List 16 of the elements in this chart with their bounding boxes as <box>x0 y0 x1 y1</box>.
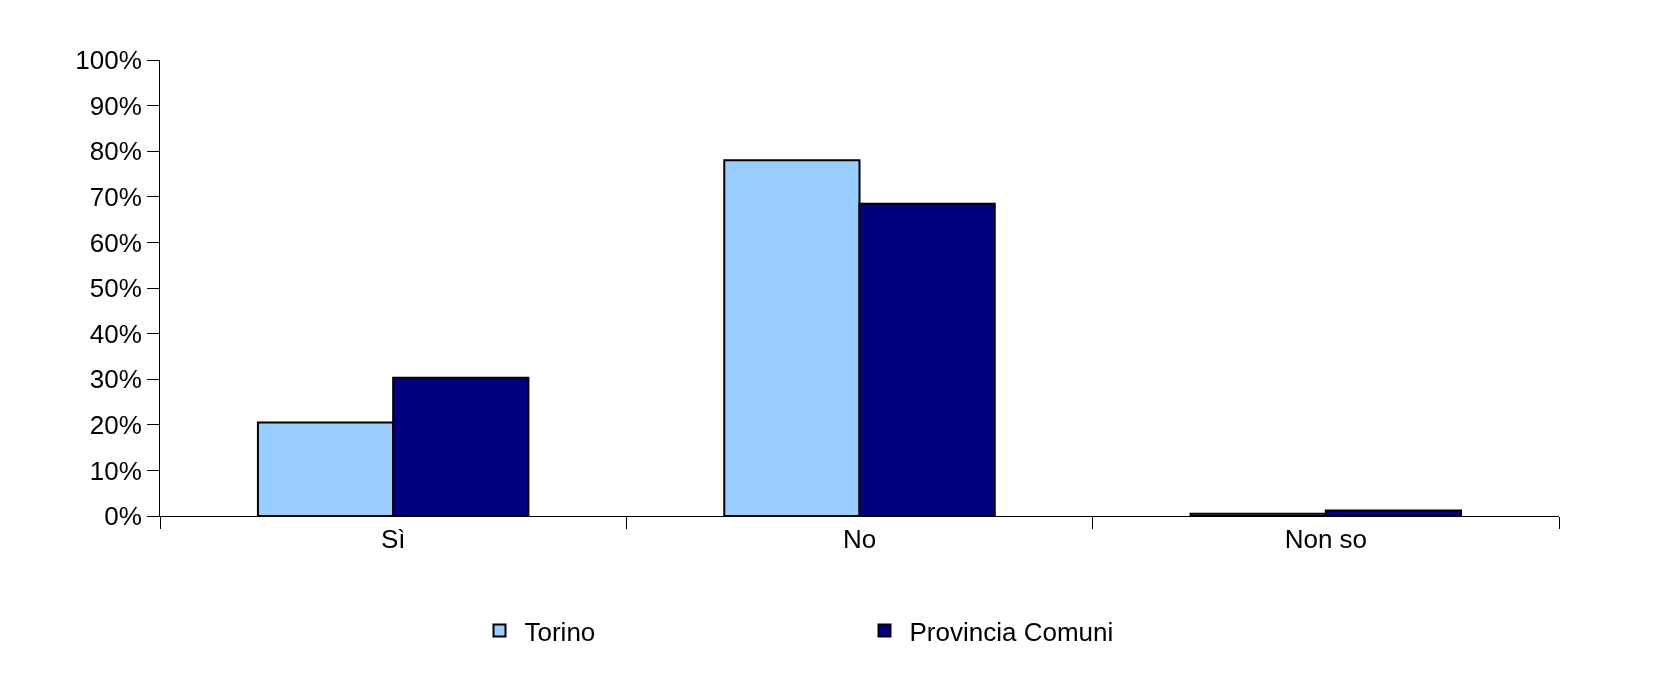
x-tick-label: No <box>842 524 877 555</box>
legend-label: Torino <box>524 616 596 647</box>
y-tick-label: 80% <box>89 136 142 167</box>
y-tick-label: 10% <box>89 455 142 486</box>
y-tick-label: 90% <box>89 90 142 121</box>
y-tick-label: 20% <box>89 409 142 440</box>
y-tick-label: 50% <box>89 273 142 304</box>
y-tick-label: 100% <box>75 45 142 76</box>
x-tick-label: Sì <box>380 524 406 555</box>
y-tick-label: 40% <box>89 318 142 349</box>
y-tick-label: 30% <box>89 364 142 395</box>
y-tick-label: 60% <box>89 227 142 258</box>
y-tick-label: 70% <box>89 181 142 212</box>
x-tick-label: Non so <box>1284 524 1368 555</box>
legend-label: Provincia Comuni <box>909 616 1114 647</box>
y-tick-label: 0% <box>104 501 142 532</box>
